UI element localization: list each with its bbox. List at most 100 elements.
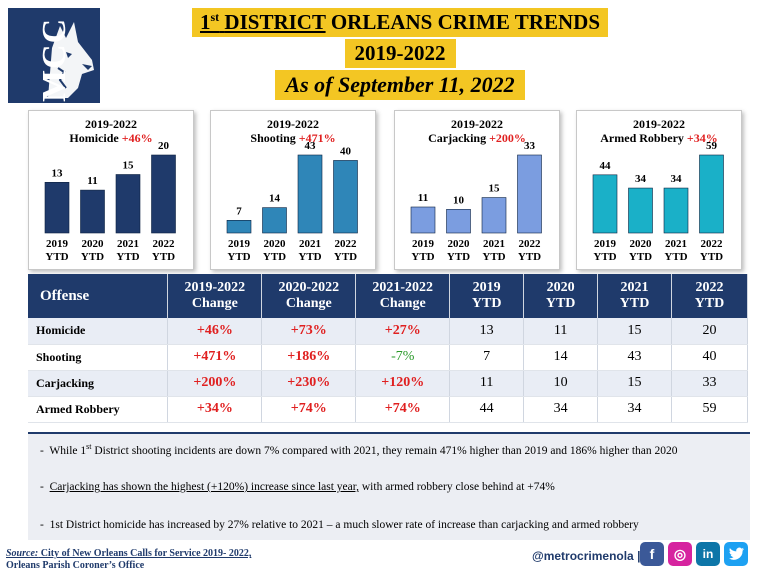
data-label: 10 — [453, 194, 465, 206]
change-cell: +471% — [167, 344, 263, 371]
offense-cell: Carjacking — [28, 370, 169, 397]
bar — [226, 220, 252, 234]
table-row: Armed Robbery +34% +74% +74% 44 34 34 59 — [28, 396, 748, 423]
header-change-2019: 2019-2022 Change — [167, 274, 263, 318]
chart-card-shooting: 2019-2022 Shooting +471% 7 2019 YTD 14 2020 Y… — [210, 110, 376, 270]
offense-cell: Shooting — [28, 344, 169, 371]
header-2019-ytd: 2019 YTD — [449, 274, 525, 318]
ytd-cell: 34 — [523, 396, 599, 423]
chart-title: 2019-2022 Homicide +46% — [69, 117, 153, 145]
page-title: 1st DISTRICT ORLEANS CRIME TRENDS 2019-2… — [140, 8, 660, 100]
bar — [297, 154, 323, 234]
data-label: 43 — [305, 140, 317, 152]
change-cell: +73% — [261, 318, 357, 345]
ytd-cell: 43 — [597, 344, 673, 371]
ytd-cell: 11 — [523, 318, 599, 345]
change-cell: +27% — [355, 318, 451, 345]
data-label: 59 — [706, 140, 718, 152]
category-label: YTD — [152, 251, 175, 263]
category-label: YTD — [334, 251, 357, 263]
bar — [115, 174, 141, 234]
twitter-icon[interactable] — [724, 542, 748, 566]
change-cell: +74% — [355, 396, 451, 423]
bar — [44, 182, 70, 234]
bar — [699, 154, 724, 234]
table-row: Homicide +46% +73% +27% 13 11 15 20 — [28, 318, 748, 345]
ytd-cell: 44 — [449, 396, 525, 423]
bar — [410, 206, 436, 234]
ytd-cell: 15 — [597, 370, 673, 397]
ytd-cell: 34 — [597, 396, 673, 423]
ytd-cell: 11 — [449, 370, 525, 397]
header-change-2020: 2020-2022 Change — [261, 274, 357, 318]
table-row: Carjacking +200% +230% +120% 11 10 15 33 — [28, 370, 748, 397]
category-label: YTD — [518, 251, 541, 263]
social-handle: @metrocrimenola | — [532, 549, 641, 563]
category-label: 2022 — [701, 238, 724, 250]
chart-card-homicide: 2019-2022 Homicide +46% 13 2019 YTD 11 2020 Y… — [28, 110, 194, 270]
linkedin-icon[interactable]: in — [696, 542, 720, 566]
data-label: 15 — [489, 183, 501, 195]
chart-card-carjacking: 2019-2022 Carjacking +200% 11 2019 YTD 10 20… — [394, 110, 560, 270]
ytd-cell: 10 — [523, 370, 599, 397]
bar — [628, 187, 653, 234]
ytd-cell: 40 — [671, 344, 748, 371]
change-cell: +186% — [261, 344, 357, 371]
category-label: YTD — [298, 251, 321, 263]
note-carjacking: - Carjacking has shown the highest (+120… — [40, 481, 555, 493]
data-label: 34 — [635, 173, 647, 185]
bar — [481, 197, 507, 234]
title-line-1: 1st DISTRICT ORLEANS CRIME TRENDS — [192, 8, 608, 37]
notes-panel: - While 1st District shooting incidents … — [28, 432, 750, 540]
category-label: 2020 — [82, 238, 105, 250]
table-header-row: Offense 2019-2022 Change 2020-2022 Change … — [28, 274, 748, 318]
change-cell: -7% — [355, 344, 451, 371]
change-cell: +230% — [261, 370, 357, 397]
source-citation: Source: City of New Orleans Calls for Se… — [6, 548, 252, 571]
title-years: 2019-2022 — [344, 39, 456, 68]
data-label: 14 — [269, 193, 281, 205]
instagram-icon[interactable]: ◎ — [668, 542, 692, 566]
data-label: 11 — [418, 192, 428, 204]
change-cell: +46% — [167, 318, 263, 345]
data-label: 15 — [123, 160, 135, 172]
category-label: 2020 — [448, 238, 471, 250]
ytd-cell: 20 — [671, 318, 748, 345]
bar — [592, 174, 618, 234]
bar — [663, 187, 689, 234]
logo-text: MCC — [36, 17, 73, 102]
ytd-cell: 33 — [671, 370, 748, 397]
bar — [517, 154, 542, 234]
ytd-cell: 59 — [671, 396, 748, 423]
category-label: 2021 — [483, 238, 505, 250]
ytd-cell: 7 — [449, 344, 525, 371]
offense-cell: Armed Robbery — [28, 396, 169, 423]
bar — [262, 207, 287, 234]
category-label: 2021 — [299, 238, 321, 250]
bar — [151, 154, 176, 234]
header-2020-ytd: 2020 YTD — [523, 274, 599, 318]
data-label: 40 — [340, 145, 352, 157]
data-label: 34 — [671, 173, 683, 185]
data-label: 20 — [158, 140, 170, 152]
category-label: 2019 — [228, 238, 251, 250]
ytd-cell: 13 — [449, 318, 525, 345]
category-label: 2021 — [117, 238, 139, 250]
change-cell: +200% — [167, 370, 263, 397]
category-label: 2022 — [519, 238, 542, 250]
category-label: 2020 — [630, 238, 653, 250]
category-label: YTD — [263, 251, 286, 263]
data-label: 11 — [87, 175, 97, 187]
facebook-icon[interactable]: f — [640, 542, 664, 566]
ytd-cell: 14 — [523, 344, 599, 371]
chart-card-armed-robbery: 2019-2022 Armed Robbery +34% 44 2019 YTD 34… — [576, 110, 742, 270]
wolf-logo-icon — [8, 8, 100, 103]
category-label: 2022 — [153, 238, 176, 250]
category-label: YTD — [700, 251, 723, 263]
category-label: 2020 — [264, 238, 287, 250]
header-offense: Offense — [28, 274, 169, 318]
category-label: YTD — [227, 251, 250, 263]
